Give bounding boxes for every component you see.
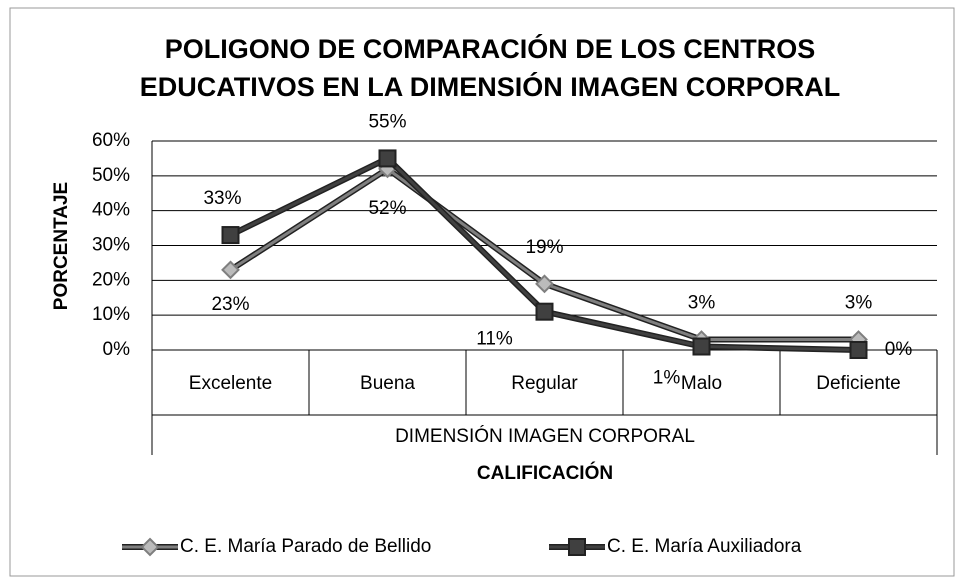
data-label: 1%: [653, 368, 681, 389]
point-marker: [535, 274, 554, 294]
y-tick-label: 40%: [92, 200, 130, 221]
legend-label: C. E. María Auxiliadora: [607, 536, 802, 557]
chart-title: POLIGONO DE COMPARACIÓN DE LOS CENTROS E…: [139, 34, 841, 102]
data-label: 19%: [525, 237, 563, 258]
y-tick-label: 60%: [92, 130, 130, 151]
x-axis-label: CALIFICACIÓN: [477, 462, 613, 484]
x-tick-label: Buena: [360, 373, 415, 394]
y-tick-label: 20%: [92, 269, 130, 290]
x-tick-label: Malo: [681, 373, 722, 394]
point-marker: [221, 226, 240, 245]
point-marker: [692, 337, 711, 356]
legend-marker: [568, 538, 586, 556]
data-label: 11%: [476, 329, 513, 350]
x-tick-label: Deficiente: [816, 373, 901, 394]
y-tick-label: 50%: [92, 165, 130, 186]
data-label: 23%: [211, 294, 249, 315]
x-tick-label: Excelente: [189, 373, 272, 394]
data-label: 0%: [885, 339, 913, 360]
point-marker: [378, 149, 397, 168]
data-label: 3%: [845, 293, 873, 314]
data-label: 3%: [688, 293, 716, 314]
x-tick-label: Regular: [511, 373, 578, 394]
data-label: 52%: [368, 198, 406, 219]
point-marker: [535, 302, 554, 321]
data-label: 55%: [368, 111, 406, 132]
legend-label: C. E. María Parado de Bellido: [180, 536, 431, 557]
chart-border: [9, 7, 955, 577]
data-label: 33%: [203, 188, 241, 209]
point-marker: [221, 260, 240, 280]
x-group-label: DIMENSIÓN IMAGEN CORPORAL: [395, 425, 695, 447]
y-tick-label: 0%: [103, 339, 131, 360]
y-tick-label: 30%: [92, 235, 130, 256]
point-marker: [849, 341, 868, 359]
legend-marker: [140, 537, 160, 557]
y-tick-label: 10%: [92, 304, 130, 325]
y-axis-label: PORCENTAJE: [51, 182, 72, 310]
